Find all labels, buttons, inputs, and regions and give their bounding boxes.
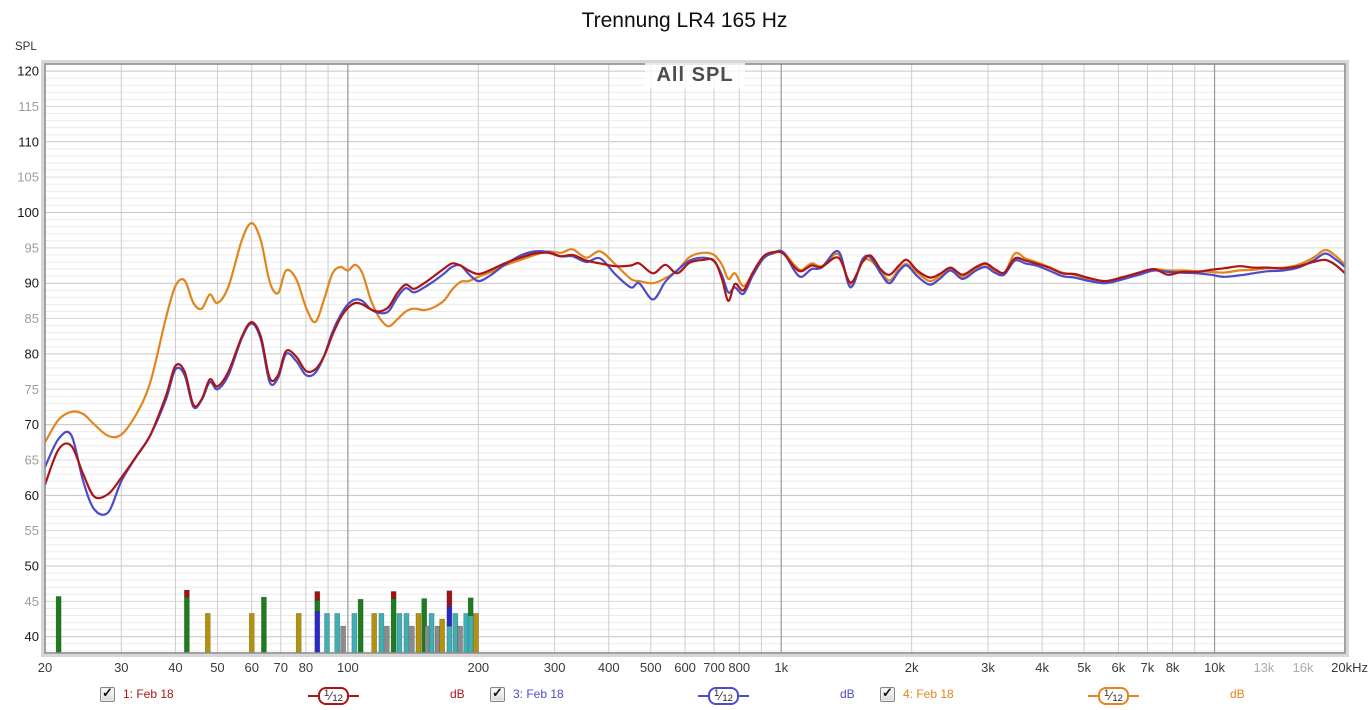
- svg-text:800: 800: [728, 660, 750, 675]
- check-icon: ✓: [882, 685, 893, 700]
- svg-text:2k: 2k: [905, 660, 919, 675]
- legend-checkbox-4[interactable]: ✓: [880, 685, 895, 702]
- fraction-slash: ⁄: [329, 688, 332, 703]
- svg-text:50: 50: [210, 660, 224, 675]
- svg-text:50: 50: [25, 559, 39, 574]
- smoothing-badge-3[interactable]: 1 ⁄ 12: [698, 685, 749, 706]
- svg-text:6k: 6k: [1112, 660, 1126, 675]
- svg-text:3k: 3k: [981, 660, 995, 675]
- svg-text:4k: 4k: [1035, 660, 1049, 675]
- fraction-slash: ⁄: [1109, 688, 1112, 703]
- svg-text:8k: 8k: [1166, 660, 1180, 675]
- svg-text:13k: 13k: [1253, 660, 1274, 675]
- svg-text:70: 70: [25, 417, 39, 432]
- svg-text:55: 55: [25, 523, 39, 538]
- line-stub-icon: [738, 694, 749, 697]
- line-stub-icon: [308, 694, 318, 697]
- svg-text:300: 300: [544, 660, 566, 675]
- legend-label-3: 3: Feb 18: [513, 687, 564, 701]
- svg-text:90: 90: [25, 276, 39, 291]
- legend-checkbox-1[interactable]: ✓: [100, 685, 115, 702]
- svg-text:60: 60: [25, 488, 39, 503]
- svg-text:1k: 1k: [774, 660, 788, 675]
- svg-text:75: 75: [25, 382, 39, 397]
- svg-text:60: 60: [245, 660, 259, 675]
- legend-item-4: ✓ 4: Feb 18 1 ⁄ 12 dB: [878, 685, 1263, 707]
- svg-text:65: 65: [25, 452, 39, 467]
- legend-unit-3: dB: [840, 687, 855, 701]
- svg-text:105: 105: [17, 170, 39, 185]
- y-axis-title: SPL: [15, 41, 37, 53]
- svg-text:20kHz: 20kHz: [1331, 660, 1368, 675]
- line-stub-icon: [348, 694, 359, 697]
- line-stub-icon: [698, 694, 708, 697]
- legend-checkbox-3[interactable]: ✓: [490, 685, 505, 702]
- legend-item-1: ✓ 1: Feb 18 1 ⁄ 12 dB: [98, 685, 483, 707]
- svg-text:100: 100: [337, 660, 359, 675]
- line-stub-icon: [1088, 694, 1098, 697]
- svg-text:200: 200: [467, 660, 489, 675]
- plot-overlay-title: All SPL: [645, 63, 745, 89]
- fraction-slash: ⁄: [719, 688, 722, 703]
- svg-text:400: 400: [598, 660, 620, 675]
- svg-text:7k: 7k: [1141, 660, 1155, 675]
- check-icon: ✓: [492, 685, 503, 700]
- legend-item-3: ✓ 3: Feb 18 1 ⁄ 12 dB: [488, 685, 873, 707]
- check-icon: ✓: [102, 685, 113, 700]
- svg-text:500: 500: [640, 660, 662, 675]
- svg-text:700: 700: [703, 660, 725, 675]
- svg-text:40: 40: [25, 629, 39, 644]
- legend-unit-4: dB: [1230, 687, 1245, 701]
- svg-text:100: 100: [17, 205, 39, 220]
- svg-text:95: 95: [25, 240, 39, 255]
- legend-unit-1: dB: [450, 687, 465, 701]
- svg-text:110: 110: [18, 134, 39, 149]
- legend-label-1: 1: Feb 18: [123, 687, 174, 701]
- svg-text:40: 40: [168, 660, 182, 675]
- svg-text:120: 120: [17, 64, 39, 79]
- legend-label-4: 4: Feb 18: [903, 687, 954, 701]
- smoothing-badge-4[interactable]: 1 ⁄ 12: [1088, 685, 1139, 706]
- svg-text:45: 45: [25, 594, 39, 609]
- svg-text:85: 85: [25, 311, 39, 326]
- svg-text:115: 115: [18, 99, 39, 114]
- chart-title: Trennung LR4 165 Hz: [581, 9, 788, 32]
- svg-text:16k: 16k: [1293, 660, 1314, 675]
- svg-text:80: 80: [25, 346, 39, 361]
- svg-text:80: 80: [299, 660, 313, 675]
- line-stub-icon: [1128, 694, 1139, 697]
- svg-text:600: 600: [674, 660, 696, 675]
- smoothing-badge-1[interactable]: 1 ⁄ 12: [308, 685, 359, 706]
- svg-text:5k: 5k: [1077, 660, 1091, 675]
- spl-plot[interactable]: 120 115 110 105 100 95 90 85 80 75 70 65 60 55 50 45 40 2…: [0, 0, 1369, 682]
- svg-text:70: 70: [274, 660, 288, 675]
- svg-text:10k: 10k: [1204, 660, 1225, 675]
- svg-text:30: 30: [114, 660, 128, 675]
- svg-text:20: 20: [38, 660, 52, 675]
